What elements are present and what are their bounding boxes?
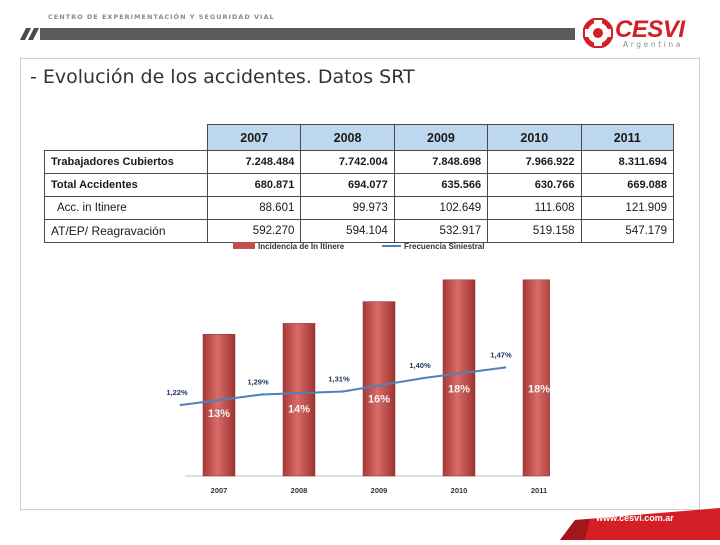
table-corner	[44, 124, 208, 151]
table-header-row: 2007 2008 2009 2010 2011	[44, 124, 674, 151]
bar-value-label: 16%	[368, 394, 390, 406]
table-cell: 88.601	[206, 196, 302, 220]
bar-value-label: 13%	[208, 408, 230, 420]
header-stripes	[20, 28, 575, 40]
line-value-label: 1,40%	[409, 361, 431, 370]
year-header: 2010	[487, 124, 582, 151]
line-point	[179, 403, 183, 407]
year-header: 2008	[300, 124, 395, 151]
bar-value-label: 14%	[288, 403, 310, 415]
table-cell: 7.248.484	[206, 150, 302, 174]
legend-label-line: Frecuencia Siniestral	[404, 242, 484, 251]
table-cell: 532.917	[393, 219, 489, 243]
footer-url[interactable]: www.cesvi.com.ar	[596, 513, 674, 523]
table-cell: 8.311.694	[580, 150, 674, 174]
table-cell: 102.649	[393, 196, 489, 220]
row-label: AT/EP/ Reagravación	[44, 219, 208, 243]
line-point	[341, 390, 345, 393]
logo-subtext: Argentina	[623, 40, 683, 49]
header-subtitle: CENTRO DE EXPERIMENTACIÓN Y SEGURIDAD VI…	[48, 13, 275, 21]
table-cell: 694.077	[300, 173, 395, 197]
table-cell: 669.088	[580, 173, 674, 197]
year-header: 2007	[206, 124, 302, 151]
table-row: AT/EP/ Reagravación 592.270 594.104 532.…	[44, 219, 674, 243]
table-row: Total Accidentes 680.871 694.077 635.566…	[44, 173, 674, 197]
year-header: 2011	[580, 124, 674, 151]
row-label: Total Accidentes	[44, 173, 208, 197]
table-cell: 519.158	[487, 219, 582, 243]
table-cell: 592.270	[206, 219, 302, 243]
table-cell: 99.973	[300, 196, 395, 220]
chart-bar	[442, 279, 476, 477]
footer-shape	[560, 508, 720, 540]
x-tick-label: 2007	[211, 486, 228, 495]
chart-bar	[522, 279, 556, 477]
x-tick-label: 2010	[451, 486, 468, 495]
chart-container: Incidencia de In Itinere Frecuencia Sinie…	[165, 236, 556, 498]
line-point	[503, 366, 507, 369]
content-frame	[20, 58, 700, 510]
table-cell: 7.848.698	[393, 150, 489, 174]
table-row: Acc. in Itinere 88.601 99.973 102.649 11…	[44, 196, 674, 220]
chart-bar	[362, 301, 396, 477]
logo-emblem-icon	[583, 18, 613, 48]
page-title: - Evolución de los accidentes. Datos SRT	[30, 66, 415, 88]
table-cell: 630.766	[487, 173, 582, 197]
legend-bar-swatch	[233, 242, 255, 249]
chart-bar	[282, 323, 316, 477]
x-tick-label: 2008	[291, 486, 308, 495]
table-cell: 111.608	[487, 196, 582, 220]
row-label: Acc. in Itinere	[44, 196, 208, 220]
chart-bar	[202, 334, 236, 477]
table-cell: 594.104	[300, 219, 395, 243]
x-tick-label: 2009	[371, 486, 388, 495]
line-value-label: 1,29%	[247, 378, 269, 387]
logo-text: CESVI	[615, 16, 685, 43]
row-label: Trabajadores Cubiertos	[44, 150, 208, 174]
line-value-label: 1,47%	[490, 351, 512, 360]
line-point	[422, 376, 426, 380]
line-value-label: 1,22%	[166, 388, 188, 397]
incidence-chart: Incidencia de In Itinere Frecuencia Sinie…	[166, 242, 556, 495]
cesvi-logo: CESVI Argentina	[583, 16, 701, 52]
footer-band	[0, 508, 720, 540]
table-cell: 547.179	[580, 219, 674, 243]
line-value-label: 1,31%	[328, 375, 350, 384]
accidents-table: 2007 2008 2009 2010 2011 Trabajadores Cu…	[44, 124, 674, 243]
table-cell: 680.871	[206, 173, 302, 197]
table-cell: 7.742.004	[300, 150, 395, 174]
table-cell: 635.566	[393, 173, 489, 197]
bar-value-label: 18%	[448, 384, 470, 396]
bar-value-label: 18%	[528, 384, 550, 396]
x-tick-label: 2011	[531, 486, 547, 495]
table-cell: 7.966.922	[487, 150, 582, 174]
legend-label-bars: Incidencia de In Itinere	[258, 242, 345, 251]
table-row: Trabajadores Cubiertos 7.248.484 7.742.0…	[44, 150, 674, 174]
header-bar: CENTRO DE EXPERIMENTACIÓN Y SEGURIDAD VI…	[0, 0, 720, 56]
table-cell: 121.909	[580, 196, 674, 220]
year-header: 2009	[393, 124, 489, 151]
line-point	[260, 393, 264, 396]
